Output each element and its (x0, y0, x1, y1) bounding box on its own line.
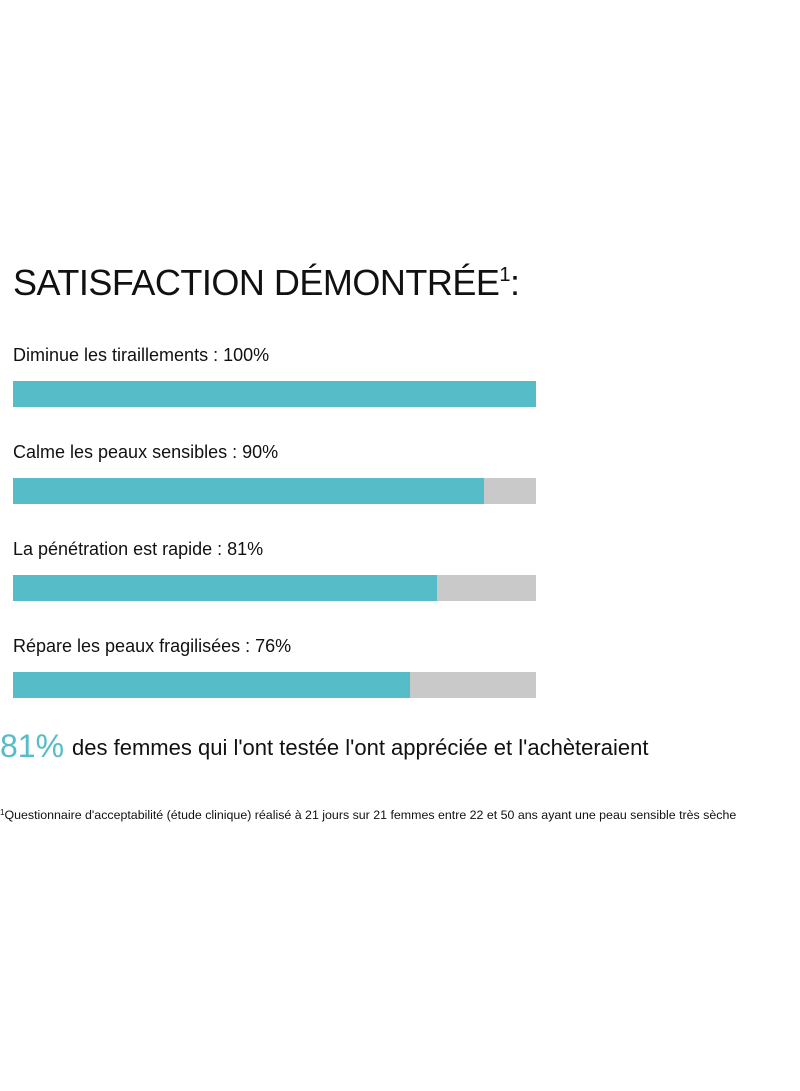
chart-title-text: SATISFACTION DÉMONTRÉE (13, 262, 500, 303)
bar-track-tiraillements (13, 381, 536, 407)
highlight-statement: 81% des femmes qui l'ont testée l'ont app… (0, 728, 648, 765)
bar-label-peaux-sensibles: Calme les peaux sensibles : 90% (13, 442, 279, 462)
footnote-text: Questionnaire d'acceptabilité (étude cli… (4, 808, 737, 822)
footnote-marker: 1 (0, 808, 5, 817)
bar-track-penetration (13, 575, 536, 601)
bar-label-peaux-fragilisees: Répare les peaux fragilisées : 76% (13, 636, 292, 656)
chart-title: SATISFACTION DÉMONTRÉE1: (13, 262, 520, 304)
title-footnote-marker: 1 (499, 264, 510, 286)
bar-label-tiraillements: Diminue les tiraillements : 100% (13, 345, 270, 365)
bar-label-penetration: La pénétration est rapide : 81% (13, 539, 264, 559)
footnote: 1Questionnaire d'acceptabilité (étude cl… (0, 808, 736, 822)
highlight-value: 81% (0, 728, 65, 764)
title-colon: : (510, 262, 520, 303)
bar-track-peaux-fragilisees (13, 672, 536, 698)
bar-fill-penetration (13, 575, 437, 601)
bar-track-peaux-sensibles (13, 478, 536, 504)
bar-fill-tiraillements (13, 381, 536, 407)
highlight-text: des femmes qui l'ont testée l'ont appréc… (72, 735, 649, 760)
bar-fill-peaux-sensibles (13, 478, 484, 504)
bar-fill-peaux-fragilisees (13, 672, 411, 698)
